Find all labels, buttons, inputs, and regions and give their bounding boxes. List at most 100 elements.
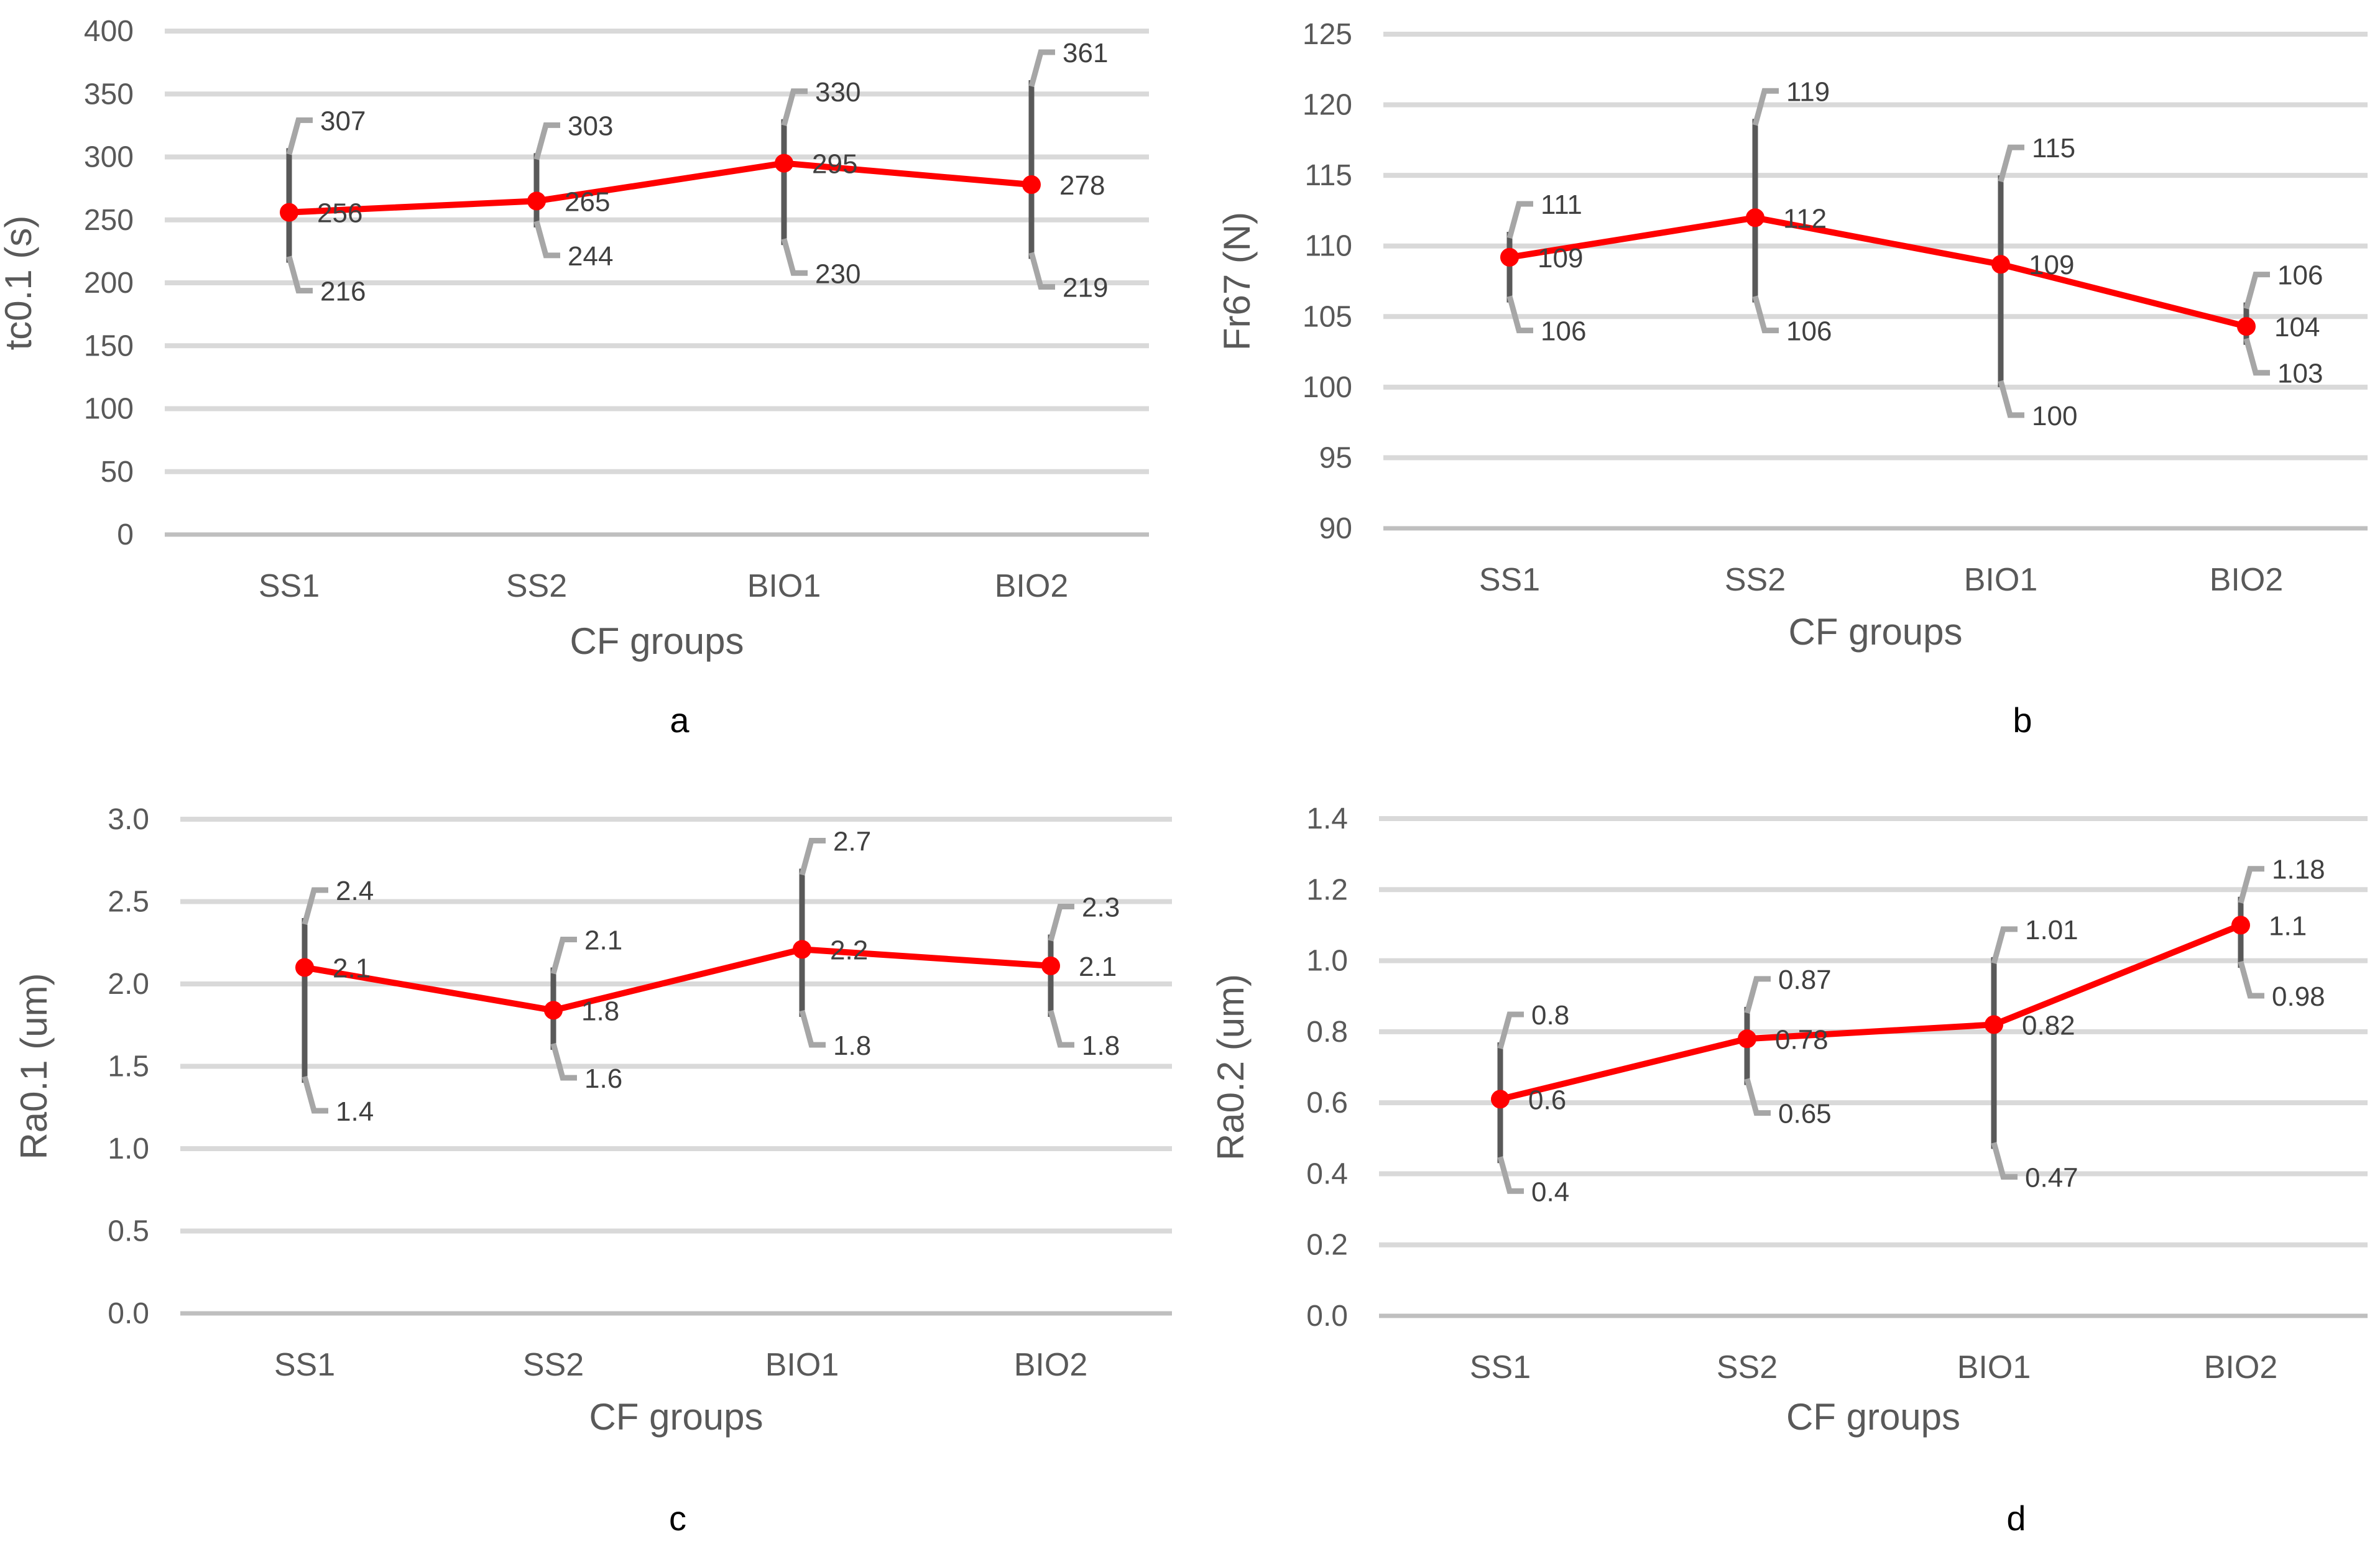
x-axis-title: CF groups: [1786, 1396, 1960, 1438]
label-leader: [781, 88, 808, 126]
label-leader: [781, 238, 808, 276]
label-leader: [2243, 272, 2270, 310]
data-point: [1738, 1029, 1756, 1049]
series-line: [1499, 922, 2242, 1103]
x-tick-label: SS1: [274, 1347, 335, 1383]
y-tick-label: 0.0: [1306, 1300, 1348, 1333]
value-label: 2.1: [333, 953, 371, 984]
x-tick-label: BIO1: [747, 568, 821, 604]
y-tick-label: 2.0: [108, 968, 149, 1001]
data-point: [1022, 175, 1041, 195]
label-leader: [1998, 380, 2024, 418]
y-tick-label: 3.0: [108, 803, 149, 836]
upper-label: 2.7: [833, 827, 871, 857]
panel-label: b: [2013, 701, 2032, 740]
lower-label: 100: [2032, 401, 2077, 431]
label-leader: [550, 937, 577, 975]
upper-label: 307: [320, 106, 366, 136]
x-tick-label: SS2: [1717, 1349, 1778, 1385]
y-axis-title: Fr67 (N): [1216, 212, 1258, 351]
label-leader: [1991, 1142, 2018, 1180]
y-tick-label: 125: [1303, 18, 1352, 51]
value-label: 1.1: [2269, 911, 2307, 941]
x-tick-label: BIO2: [2210, 562, 2284, 598]
y-tick-label: 95: [1319, 441, 1352, 474]
label-leader: [1048, 904, 1074, 942]
y-tick-label: 100: [1303, 371, 1352, 404]
y-tick-label: 90: [1319, 512, 1352, 545]
value-label: 2.1: [1079, 952, 1117, 982]
y-tick-label: 350: [84, 78, 134, 111]
label-leader: [1028, 252, 1055, 290]
y-tick-label: 1.5: [108, 1050, 149, 1083]
y-tick-label: 0.2: [1306, 1229, 1348, 1262]
label-leader: [1752, 88, 1779, 126]
label-leader: [286, 117, 313, 155]
data-point: [1041, 956, 1060, 975]
x-tick-label: SS1: [1479, 562, 1540, 598]
series-line: [1509, 214, 2248, 330]
value-label: 109: [1538, 243, 1583, 273]
y-axis-title: Ra0.1 (um): [13, 973, 55, 1159]
label-leader: [1506, 295, 1533, 334]
x-axis-title: CF groups: [570, 620, 744, 662]
series-line: [288, 160, 1032, 216]
upper-label: 111: [1541, 190, 1582, 220]
upper-label: 115: [2032, 133, 2075, 163]
upper-label: 119: [1786, 76, 1830, 107]
data-point: [2231, 916, 2250, 935]
value-label: 0.6: [1528, 1085, 1566, 1115]
y-tick-label: 1.0: [108, 1132, 149, 1165]
data-point: [793, 940, 811, 959]
data-point: [295, 958, 314, 977]
data-point: [775, 154, 793, 173]
label-leader: [1752, 295, 1779, 334]
value-label: 295: [812, 149, 857, 180]
lower-label: 0.65: [1778, 1099, 1832, 1129]
y-tick-label: 0.8: [1306, 1016, 1348, 1049]
y-tick-label: 200: [84, 267, 134, 300]
label-leader: [1998, 144, 2024, 183]
value-label: 104: [2274, 312, 2320, 342]
y-tick-label: 1.4: [1306, 802, 1348, 835]
data-point: [1491, 1090, 1510, 1109]
x-axis-title: CF groups: [1788, 611, 1962, 653]
lower-label: 0.47: [2025, 1162, 2078, 1193]
upper-label: 2.3: [1082, 893, 1120, 923]
y-axis-title: tc0.1 (s): [0, 216, 39, 351]
x-tick-label: SS2: [1725, 562, 1786, 598]
label-leader: [1497, 1156, 1524, 1194]
x-tick-label: BIO1: [1964, 562, 2038, 598]
label-leader: [1497, 1011, 1524, 1050]
label-leader: [799, 1009, 826, 1048]
lower-label: 219: [1063, 273, 1108, 303]
y-tick-label: 105: [1303, 300, 1352, 333]
y-tick-label: 115: [1304, 159, 1352, 192]
chart-panel-c: 0.0 0.5 1.0 1.5 2.0 2.5 3.0 SS1 SS2 BIO1 BIO2 CF gr…: [13, 803, 1172, 1538]
panel-label: d: [2006, 1499, 2026, 1538]
x-tick-label: SS1: [1470, 1349, 1531, 1385]
label-leader: [1744, 1078, 1771, 1116]
value-label: 278: [1059, 170, 1105, 201]
value-label: 256: [317, 198, 362, 229]
x-tick-label: SS2: [523, 1347, 584, 1383]
x-axis-title: CF groups: [589, 1396, 763, 1438]
chart-panel-d: 0.0 0.2 0.4 0.6 0.8 1.0 1.2 1.4 SS1 SS2 BIO1 BIO2 CF…: [1210, 802, 2368, 1538]
lower-label: 0.4: [1531, 1177, 1569, 1207]
label-leader: [533, 122, 560, 160]
value-label: 265: [565, 186, 610, 217]
upper-label: 106: [2277, 260, 2323, 291]
label-leader: [302, 1075, 328, 1114]
data-point: [544, 1001, 563, 1020]
upper-label: 2.4: [336, 876, 374, 906]
upper-label: 1.01: [2025, 915, 2078, 945]
upper-label: 361: [1063, 38, 1108, 68]
label-leader: [2238, 960, 2264, 999]
y-tick-label: 110: [1304, 230, 1352, 263]
data-point: [2237, 317, 2256, 336]
x-tick-label: BIO2: [1014, 1347, 1088, 1383]
data-point: [1985, 1015, 2003, 1034]
y-tick-label: 0.4: [1306, 1157, 1348, 1190]
upper-label: 0.8: [1531, 1000, 1569, 1031]
